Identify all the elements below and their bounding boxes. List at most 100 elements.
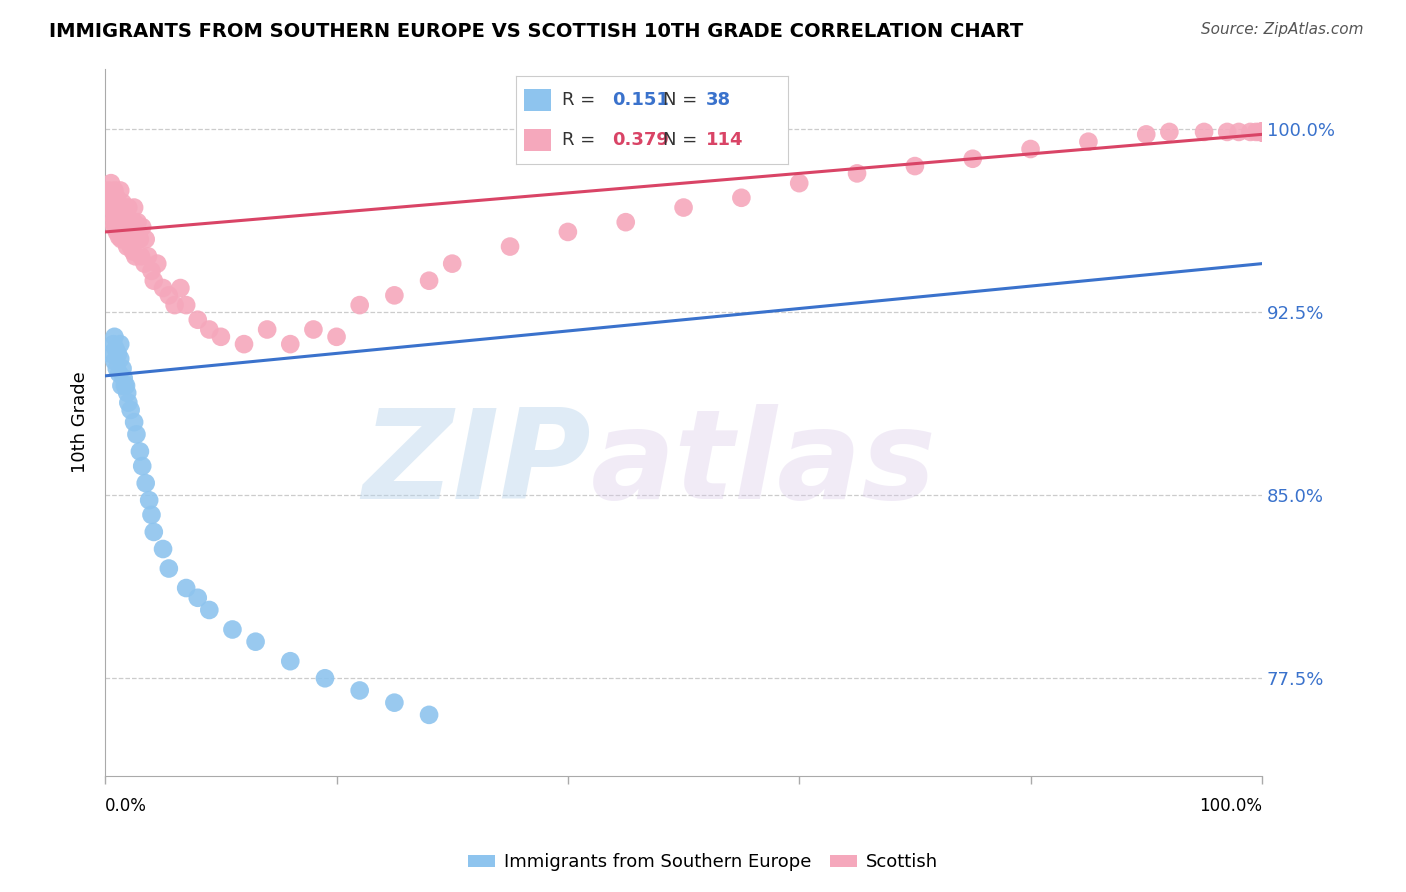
Point bbox=[104, 342, 127, 356]
Point bbox=[112, 371, 135, 385]
Text: Source: ZipAtlas.com: Source: ZipAtlas.com bbox=[1201, 22, 1364, 37]
Point bbox=[120, 403, 142, 417]
Point bbox=[1249, 125, 1271, 139]
Text: atlas: atlas bbox=[591, 404, 936, 525]
Point bbox=[103, 354, 125, 368]
Point bbox=[256, 322, 278, 336]
Point bbox=[110, 212, 132, 227]
Point bbox=[418, 274, 440, 288]
Point bbox=[157, 561, 180, 575]
Point bbox=[111, 195, 134, 210]
Point bbox=[198, 322, 221, 336]
Point bbox=[1251, 125, 1274, 139]
Point bbox=[103, 195, 125, 210]
Point bbox=[1216, 125, 1239, 139]
Point bbox=[100, 347, 122, 361]
Point bbox=[278, 654, 301, 668]
Text: 0.0%: 0.0% bbox=[105, 797, 148, 814]
Point bbox=[787, 176, 810, 190]
Point bbox=[730, 191, 752, 205]
Point bbox=[110, 378, 132, 392]
Y-axis label: 10th Grade: 10th Grade bbox=[72, 371, 89, 473]
Point bbox=[418, 707, 440, 722]
Point bbox=[129, 444, 152, 458]
Point bbox=[122, 244, 145, 259]
Point bbox=[110, 351, 132, 366]
Point bbox=[1019, 142, 1042, 156]
Point bbox=[1251, 125, 1274, 139]
Point bbox=[105, 208, 128, 222]
Point bbox=[141, 264, 163, 278]
Point bbox=[112, 220, 135, 235]
Point bbox=[129, 232, 152, 246]
Point bbox=[1159, 125, 1181, 139]
Point bbox=[1251, 125, 1274, 139]
Point bbox=[108, 212, 131, 227]
Point bbox=[198, 603, 221, 617]
Point bbox=[111, 208, 134, 222]
Point bbox=[174, 581, 197, 595]
Point bbox=[209, 330, 232, 344]
Point bbox=[112, 201, 135, 215]
Point bbox=[1239, 125, 1261, 139]
Point bbox=[108, 229, 131, 244]
Point bbox=[325, 330, 347, 344]
Point bbox=[157, 288, 180, 302]
Point bbox=[163, 298, 186, 312]
Point bbox=[115, 239, 138, 253]
Point bbox=[103, 337, 125, 351]
Point bbox=[114, 215, 136, 229]
Text: 100.0%: 100.0% bbox=[1199, 797, 1263, 814]
Point bbox=[142, 274, 165, 288]
Point bbox=[1192, 125, 1215, 139]
Point bbox=[962, 152, 984, 166]
Point bbox=[1251, 125, 1274, 139]
Point bbox=[105, 191, 128, 205]
Point bbox=[278, 337, 301, 351]
Point bbox=[614, 215, 637, 229]
Point bbox=[115, 378, 138, 392]
Point bbox=[107, 215, 129, 229]
Point bbox=[107, 201, 129, 215]
Point bbox=[117, 395, 139, 409]
Point bbox=[110, 232, 132, 246]
Point bbox=[141, 508, 163, 522]
Point bbox=[1251, 125, 1274, 139]
Point bbox=[103, 215, 125, 229]
Point bbox=[187, 591, 209, 605]
Point bbox=[122, 215, 145, 229]
Point bbox=[110, 220, 132, 235]
Text: IMMIGRANTS FROM SOUTHERN EUROPE VS SCOTTISH 10TH GRADE CORRELATION CHART: IMMIGRANTS FROM SOUTHERN EUROPE VS SCOTT… bbox=[49, 22, 1024, 41]
Point bbox=[672, 201, 695, 215]
Point bbox=[349, 683, 371, 698]
Point bbox=[111, 361, 134, 376]
Point bbox=[314, 671, 336, 685]
Point bbox=[1251, 125, 1274, 139]
Point bbox=[1251, 125, 1274, 139]
Point bbox=[221, 623, 243, 637]
Point bbox=[174, 298, 197, 312]
Point bbox=[98, 195, 121, 210]
Point bbox=[117, 201, 139, 215]
Point bbox=[146, 257, 169, 271]
Point bbox=[97, 184, 120, 198]
Point bbox=[121, 232, 143, 246]
Point bbox=[233, 337, 256, 351]
Point bbox=[1251, 125, 1274, 139]
Point bbox=[1251, 125, 1274, 139]
Point bbox=[135, 232, 157, 246]
Point bbox=[187, 312, 209, 326]
Point bbox=[103, 184, 125, 198]
Point bbox=[138, 493, 160, 508]
Point bbox=[105, 225, 128, 239]
Point bbox=[557, 225, 579, 239]
Point bbox=[115, 225, 138, 239]
Point bbox=[131, 220, 153, 235]
Point bbox=[120, 220, 142, 235]
Point bbox=[105, 361, 128, 376]
Point bbox=[136, 249, 159, 263]
Point bbox=[384, 288, 406, 302]
Point bbox=[127, 215, 149, 229]
Point bbox=[135, 476, 157, 491]
Point bbox=[349, 298, 371, 312]
